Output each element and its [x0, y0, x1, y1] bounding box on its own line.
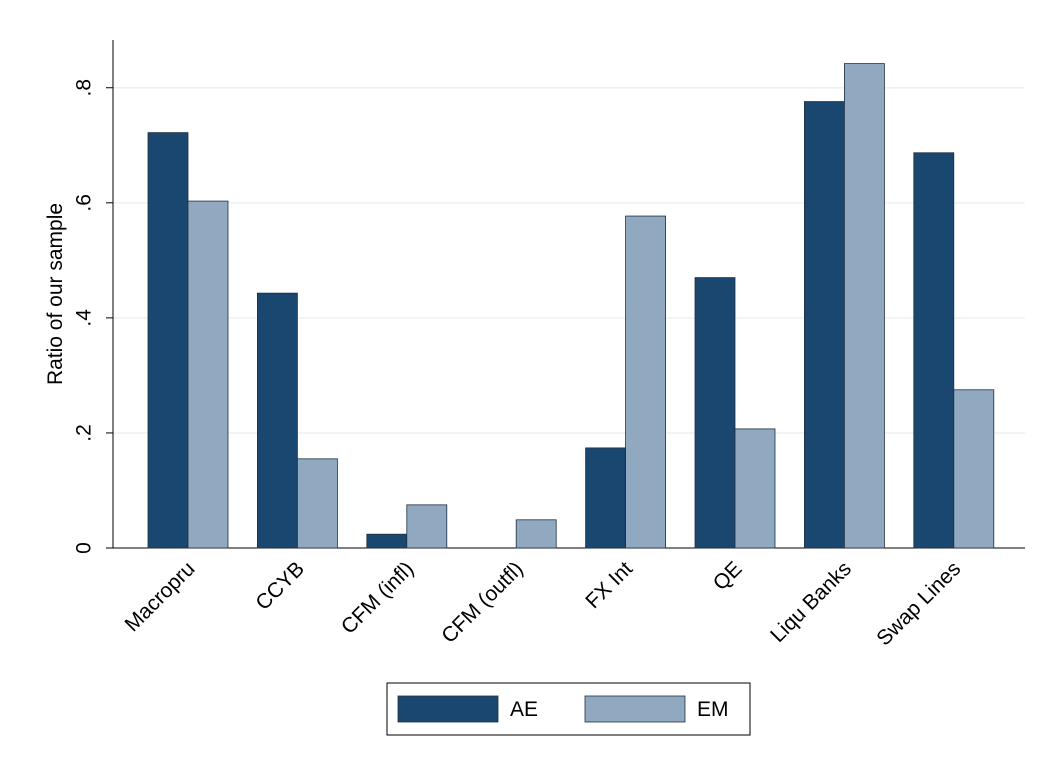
- bar: [406, 504, 448, 549]
- bar: [625, 215, 666, 549]
- legend-swatch: [397, 695, 499, 723]
- bar: [187, 200, 229, 549]
- legend-swatch: [584, 695, 686, 723]
- bar: [913, 152, 955, 549]
- y-axis-label: Ratio of our sample: [44, 203, 67, 385]
- bar: [366, 533, 408, 549]
- y-tick-label: .2: [73, 424, 96, 442]
- bar: [515, 519, 557, 549]
- legend-label: EM: [697, 698, 729, 721]
- bar: [844, 63, 885, 549]
- bar: [256, 292, 298, 549]
- y-tick-label: .6: [73, 194, 96, 212]
- bar: [585, 447, 626, 549]
- y-tick-label: .8: [73, 79, 96, 97]
- bar: [694, 277, 736, 549]
- bar: [953, 389, 995, 549]
- bar: [296, 458, 338, 549]
- y-tick-label: .4: [73, 309, 96, 327]
- legend-label: AE: [510, 698, 538, 721]
- y-tick-label: 0: [73, 542, 96, 554]
- bar: [804, 101, 845, 549]
- bar: [734, 428, 776, 549]
- bar: [147, 132, 189, 549]
